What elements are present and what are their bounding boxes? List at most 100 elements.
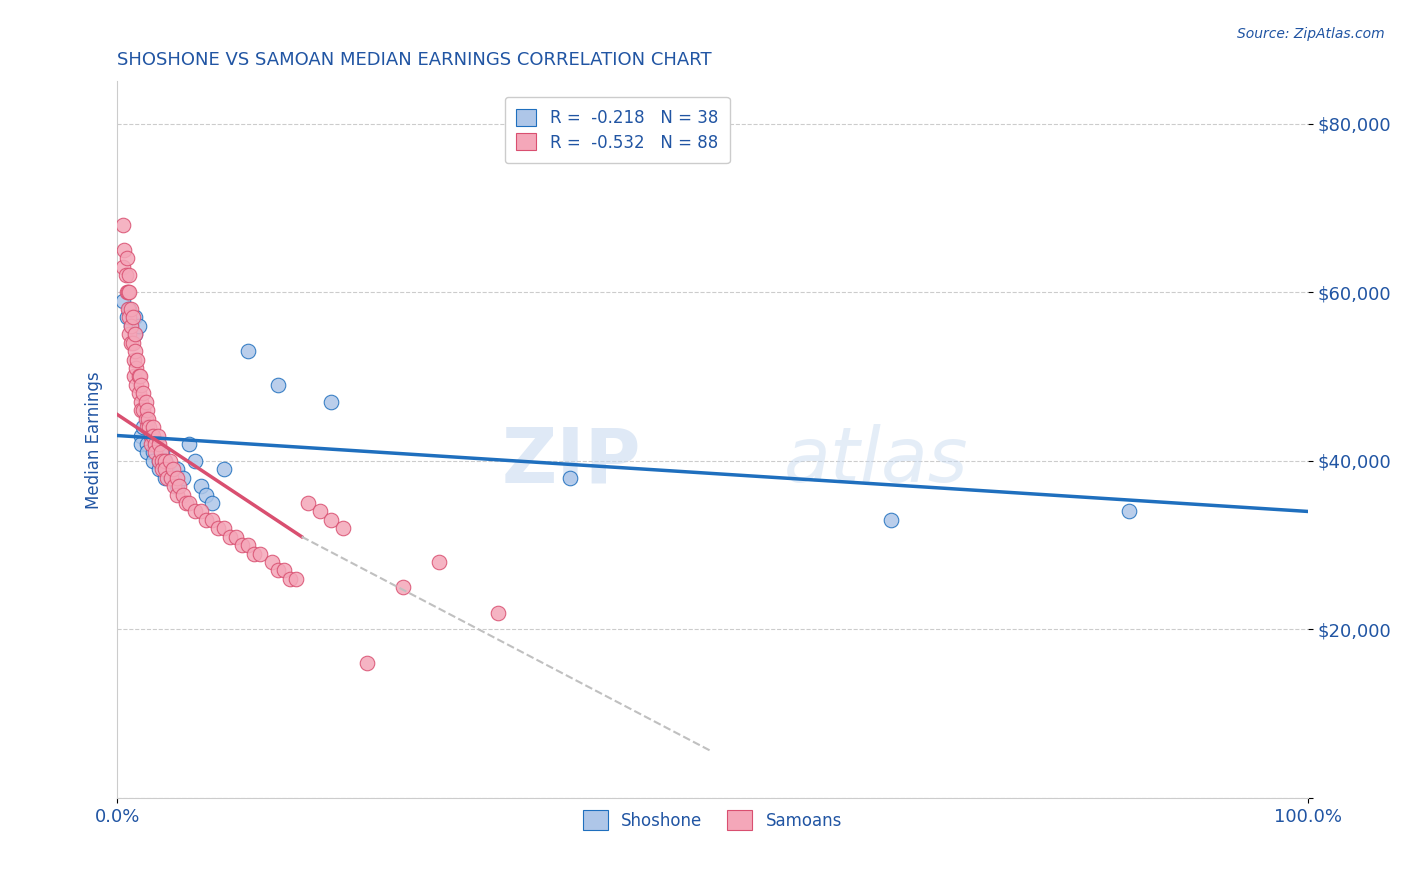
Point	[138, 420, 160, 434]
Point	[128, 318, 150, 333]
Point	[273, 564, 295, 578]
Point	[112, 243, 135, 257]
Point	[183, 454, 205, 468]
Point	[129, 403, 152, 417]
Point	[156, 471, 179, 485]
Point	[201, 496, 224, 510]
Point	[125, 378, 148, 392]
Point	[190, 479, 212, 493]
Point	[121, 310, 143, 325]
Point	[139, 437, 162, 451]
Point	[148, 454, 170, 468]
Point	[152, 462, 174, 476]
Point	[427, 555, 450, 569]
Point	[167, 479, 190, 493]
Point	[112, 218, 135, 232]
Point	[172, 487, 194, 501]
Point	[136, 420, 159, 434]
Point	[129, 378, 152, 392]
Point	[132, 403, 155, 417]
Point	[321, 513, 343, 527]
Point	[124, 327, 146, 342]
Point	[356, 657, 378, 671]
Point	[297, 496, 319, 510]
Point	[166, 471, 188, 485]
Point	[153, 471, 176, 485]
Point	[143, 445, 166, 459]
Text: Source: ZipAtlas.com: Source: ZipAtlas.com	[1237, 27, 1385, 41]
Point	[142, 420, 165, 434]
Point	[159, 471, 181, 485]
Point	[122, 369, 145, 384]
Point	[125, 361, 148, 376]
Point	[129, 437, 152, 451]
Point	[159, 454, 181, 468]
Point	[267, 564, 290, 578]
Text: SHOSHONE VS SAMOAN MEDIAN EARNINGS CORRELATION CHART: SHOSHONE VS SAMOAN MEDIAN EARNINGS CORRE…	[117, 51, 711, 69]
Point	[129, 428, 152, 442]
Point	[148, 462, 170, 476]
Point	[139, 428, 162, 442]
Point	[207, 521, 229, 535]
Point	[124, 310, 146, 325]
Point	[121, 335, 143, 350]
Point	[166, 487, 188, 501]
Point	[135, 394, 157, 409]
Point	[486, 606, 509, 620]
Point	[236, 344, 259, 359]
Point	[112, 293, 135, 308]
Point	[148, 454, 170, 468]
Point	[143, 437, 166, 451]
Point	[267, 378, 290, 392]
Point	[284, 572, 307, 586]
Point	[159, 471, 181, 485]
Point	[219, 530, 242, 544]
Point	[880, 513, 903, 527]
Point	[142, 454, 165, 468]
Point	[136, 403, 159, 417]
Point	[558, 471, 581, 485]
Point	[121, 318, 143, 333]
Point	[243, 547, 266, 561]
Point	[143, 437, 166, 451]
Point	[118, 327, 141, 342]
Point	[278, 572, 301, 586]
Point	[118, 285, 141, 300]
Point	[321, 394, 343, 409]
Point	[214, 462, 236, 476]
Point	[118, 301, 141, 316]
Point	[121, 301, 143, 316]
Point	[195, 487, 218, 501]
Point	[115, 310, 138, 325]
Point	[127, 352, 149, 367]
Point	[115, 252, 138, 266]
Point	[308, 504, 330, 518]
Point	[332, 521, 354, 535]
Point	[152, 454, 174, 468]
Point	[117, 301, 139, 316]
Point	[166, 479, 188, 493]
Point	[177, 437, 200, 451]
Text: ZIP: ZIP	[502, 425, 641, 499]
Point	[136, 411, 159, 425]
Point	[156, 462, 179, 476]
Point	[136, 445, 159, 459]
Point	[249, 547, 271, 561]
Point	[128, 369, 150, 384]
Point	[152, 445, 174, 459]
Point	[231, 538, 253, 552]
Point	[142, 445, 165, 459]
Point	[174, 496, 197, 510]
Point	[124, 327, 146, 342]
Point	[114, 268, 136, 283]
Text: atlas: atlas	[783, 425, 969, 499]
Point	[201, 513, 224, 527]
Point	[1118, 504, 1140, 518]
Point	[214, 521, 236, 535]
Point	[162, 462, 184, 476]
Point	[136, 437, 159, 451]
Point	[195, 513, 218, 527]
Point	[121, 335, 143, 350]
Point	[132, 386, 155, 401]
Point	[112, 260, 135, 274]
